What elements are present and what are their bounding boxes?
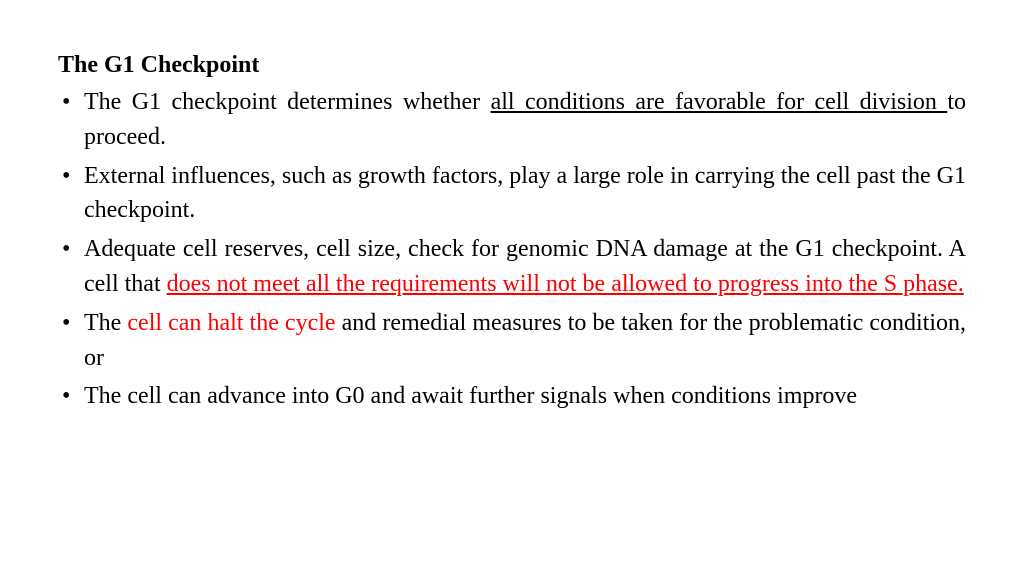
- bullet-text: External influences, such as growth fact…: [84, 163, 966, 224]
- bullet-item: External influences, such as growth fact…: [58, 159, 966, 229]
- bullet-item: The G1 checkpoint determines whether all…: [58, 85, 966, 155]
- bullet-text: The G1 checkpoint determines whether: [84, 89, 491, 115]
- bullet-text-red-underlined: does not meet all the requirements will …: [167, 271, 964, 297]
- bullet-text: The cell can advance into G0 and await f…: [84, 383, 857, 409]
- bullet-item: Adequate cell reserves, cell size, check…: [58, 232, 966, 302]
- slide-title: The G1 Checkpoint: [58, 52, 966, 79]
- bullet-item: The cell can advance into G0 and await f…: [58, 379, 966, 414]
- slide-container: The G1 Checkpoint The G1 checkpoint dete…: [0, 0, 1024, 576]
- bullet-text-red: cell can halt the cycle: [127, 310, 335, 336]
- bullet-text-underlined: all conditions are favorable for cell di…: [491, 89, 948, 115]
- bullet-item: The cell can halt the cycle and remedial…: [58, 306, 966, 376]
- bullet-text: The: [84, 310, 127, 336]
- bullet-list: The G1 checkpoint determines whether all…: [58, 85, 966, 414]
